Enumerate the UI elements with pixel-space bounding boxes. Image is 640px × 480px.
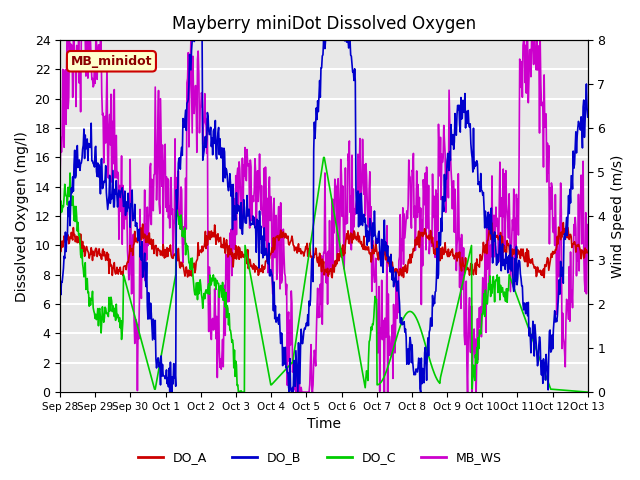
- Legend: DO_A, DO_B, DO_C, MB_WS: DO_A, DO_B, DO_C, MB_WS: [133, 446, 507, 469]
- Text: MB_minidot: MB_minidot: [70, 55, 152, 68]
- X-axis label: Time: Time: [307, 418, 341, 432]
- Title: Mayberry miniDot Dissolved Oxygen: Mayberry miniDot Dissolved Oxygen: [172, 15, 476, 33]
- Y-axis label: Wind Speed (m/s): Wind Speed (m/s): [611, 155, 625, 278]
- Y-axis label: Dissolved Oxygen (mg/l): Dissolved Oxygen (mg/l): [15, 131, 29, 301]
